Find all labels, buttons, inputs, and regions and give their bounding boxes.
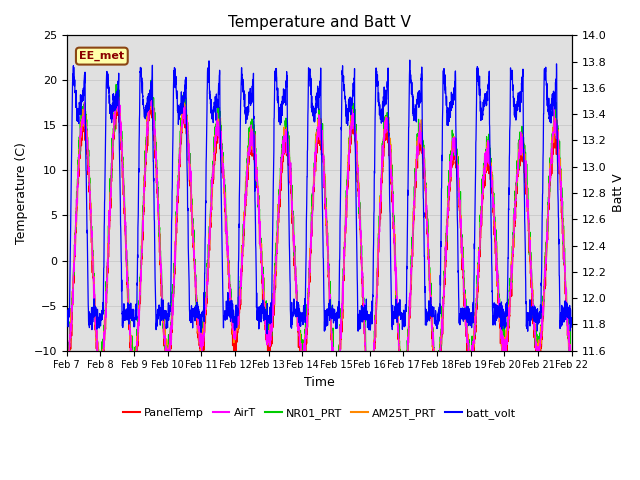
- Text: EE_met: EE_met: [79, 51, 124, 61]
- Y-axis label: Batt V: Batt V: [612, 174, 625, 212]
- X-axis label: Time: Time: [304, 376, 335, 389]
- Legend: PanelTemp, AirT, NR01_PRT, AM25T_PRT, batt_volt: PanelTemp, AirT, NR01_PRT, AM25T_PRT, ba…: [118, 404, 520, 423]
- Y-axis label: Temperature (C): Temperature (C): [15, 142, 28, 244]
- Title: Temperature and Batt V: Temperature and Batt V: [228, 15, 411, 30]
